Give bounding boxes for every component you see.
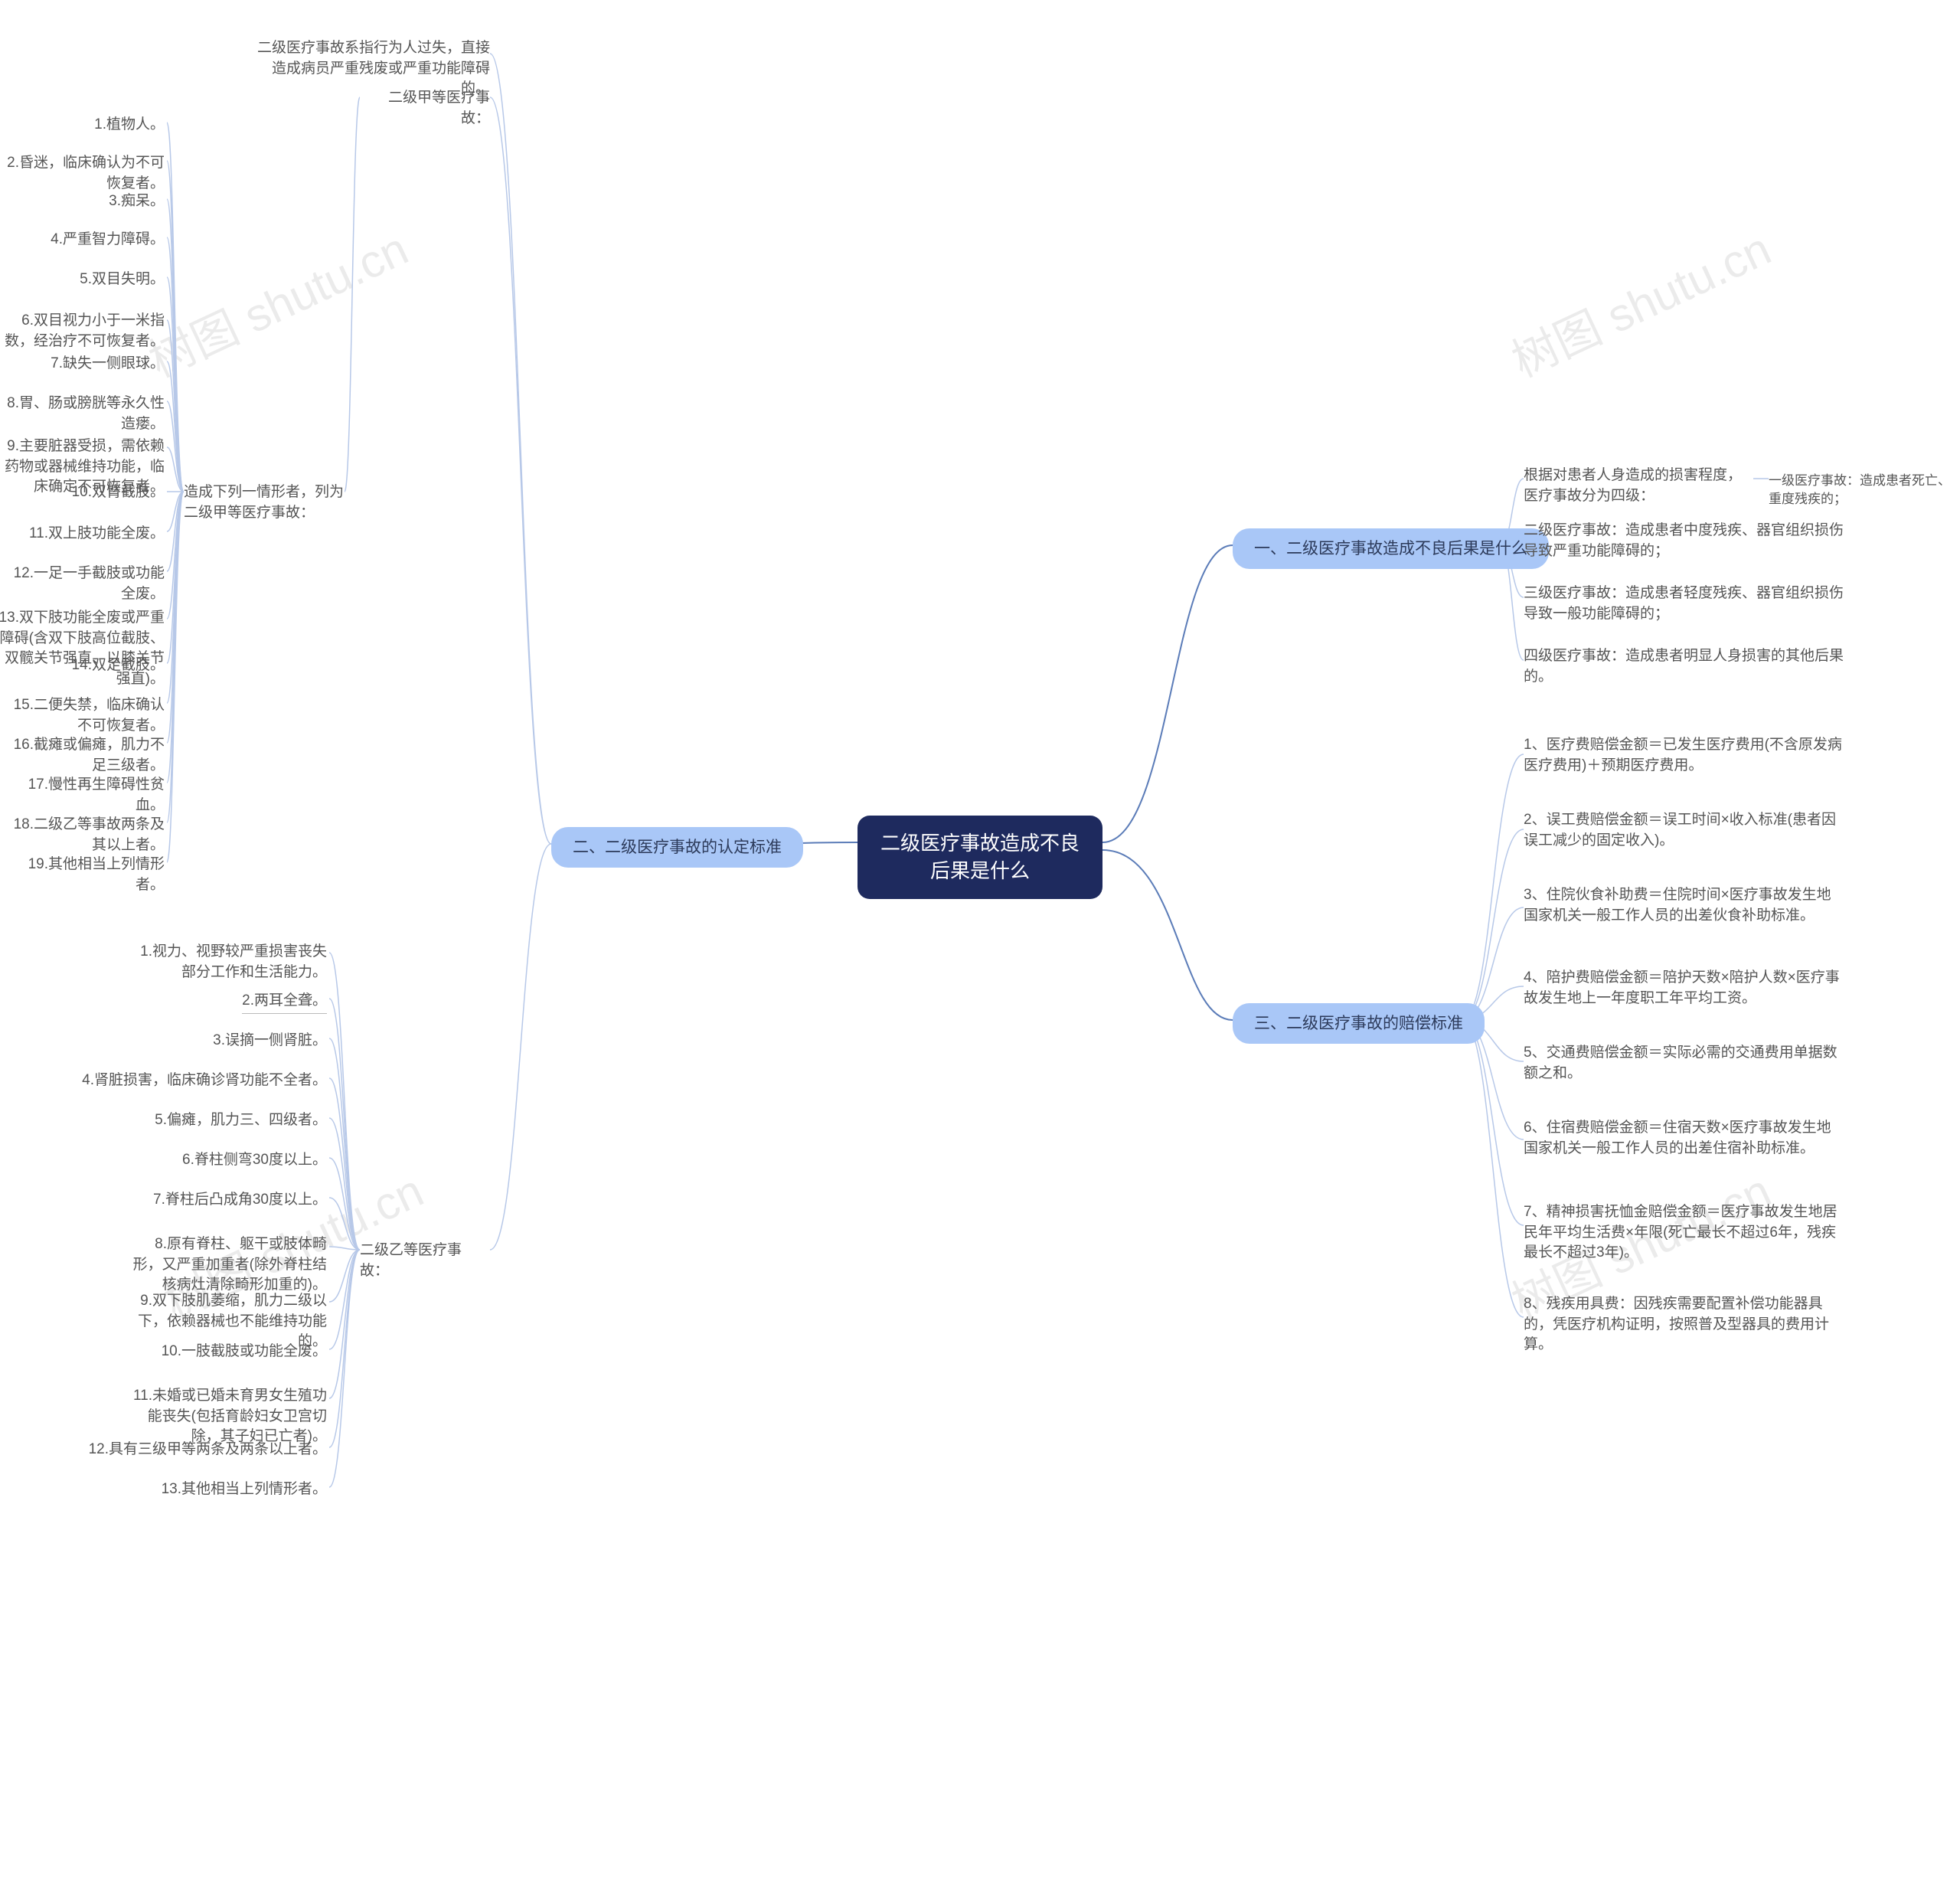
yi-leaf: 2.两耳全聋。 bbox=[242, 991, 327, 1014]
r3-leaf: 2、误工费赔偿金额＝误工时间×收入标准(患者因误工减少的固定收入)。 bbox=[1524, 810, 1845, 851]
r1-intro: 根据对患者人身造成的损害程度，医疗事故分为四级： bbox=[1524, 466, 1753, 506]
branch-r3[interactable]: 三、二级医疗事故的赔偿标准 bbox=[1233, 1003, 1485, 1044]
r3-leaf: 8、残疾用具费：因残疾需要配置补偿功能器具的，凭医疗机构证明，按照普及型器具的费… bbox=[1524, 1294, 1845, 1355]
r1-leaf: 三级医疗事故：造成患者轻度残疾、器官组织损伤导致一般功能障碍的； bbox=[1524, 584, 1845, 624]
yi-leaf: 10.一肢截肢或功能全废。 bbox=[162, 1342, 327, 1362]
r3-leaf: 1、医疗费赔偿金额＝已发生医疗费用(不含原发病医疗费用)＋预期医疗费用。 bbox=[1524, 735, 1845, 776]
mindmap-edges bbox=[0, 0, 1960, 1880]
jia-leaf: 14.双足截肢。 bbox=[72, 656, 165, 676]
jia-leaf: 11.双上肢功能全废。 bbox=[29, 524, 165, 544]
jia-leaf: 7.缺失一侧眼球。 bbox=[51, 354, 165, 374]
jia-leaf: 13.双下肢功能全废或严重障碍(含双下肢高位截肢、双髋关节强直、以膝关节强直)。 bbox=[0, 608, 165, 689]
jia-leaf: 5.双目失明。 bbox=[80, 270, 165, 290]
root-node[interactable]: 二级医疗事故造成不良后果是什么 bbox=[858, 816, 1102, 899]
jia-leaf: 15.二便失禁，临床确认不可恢复者。 bbox=[0, 695, 165, 736]
yi-leaf: 6.脊柱侧弯30度以上。 bbox=[182, 1150, 327, 1171]
yi-leaf: 13.其他相当上列情形者。 bbox=[162, 1479, 327, 1500]
jia-leaf: 4.严重智力障碍。 bbox=[51, 230, 165, 250]
yi-leaf: 11.未婚或已婚未育男女生殖功能丧失(包括育龄妇女卫宫切除，其子妇已亡者)。 bbox=[128, 1386, 327, 1447]
r1-leaf: 四级医疗事故：造成患者明显人身损害的其他后果的。 bbox=[1524, 646, 1845, 687]
r1-intro-child: 一级医疗事故：造成患者死亡、重度残疾的； bbox=[1769, 472, 1952, 508]
r3-leaf: 4、陪护费赔偿金额＝陪护天数×陪护人数×医疗事故发生地上一年度职工年平均工资。 bbox=[1524, 968, 1845, 1009]
yi-leaf: 3.误摘一侧肾脏。 bbox=[213, 1031, 327, 1051]
yi-leaf: 7.脊柱后凸成角30度以上。 bbox=[153, 1190, 327, 1211]
yi-leaf: 12.具有三级甲等两条及两条以上者。 bbox=[89, 1440, 327, 1460]
jia-leaf: 1.植物人。 bbox=[94, 115, 165, 136]
jia-leaf: 19.其他相当上列情形者。 bbox=[0, 855, 165, 895]
jia-leaf: 6.双目视力小于一米指数，经治疗不可恢复者。 bbox=[0, 311, 165, 351]
yi-leaf: 5.偏瘫，肌力三、四级者。 bbox=[155, 1110, 327, 1131]
jia-leaf: 16.截瘫或偏瘫，肌力不足三级者。 bbox=[0, 735, 165, 776]
jia-leaf: 12.一足一手截肢或功能全废。 bbox=[0, 564, 165, 604]
watermark: 树图 shutu.cn bbox=[1500, 212, 1780, 390]
jia-leaf: 10.双臂截肢。 bbox=[72, 482, 165, 503]
yi-leaf: 8.原有脊柱、躯干或肢体畸形，又严重加重者(除外脊柱结核病灶清除畸形加重的)。 bbox=[128, 1234, 327, 1296]
r3-leaf: 3、住院伙食补助费＝住院时间×医疗事故发生地国家机关一般工作人员的出差伙食补助标… bbox=[1524, 885, 1845, 926]
l2-jia-sub: 造成下列一情形者，列为二级甲等医疗事故： bbox=[184, 482, 345, 523]
l2-yi-label: 二级乙等医疗事故： bbox=[360, 1241, 490, 1281]
yi-leaf: 1.视力、视野较严重损害丧失部分工作和生活能力。 bbox=[128, 942, 327, 983]
r3-leaf: 7、精神损害抚恤金赔偿金额＝医疗事故发生地居民年平均生活费×年限(死亡最长不超过… bbox=[1524, 1202, 1845, 1264]
jia-leaf: 8.胃、肠或膀胱等永久性造瘘。 bbox=[0, 394, 165, 434]
branch-l2[interactable]: 二、二级医疗事故的认定标准 bbox=[551, 827, 803, 868]
r1-leaf: 二级医疗事故：造成患者中度残疾、器官组织损伤导致严重功能障碍的； bbox=[1524, 521, 1845, 561]
r3-leaf: 5、交通费赔偿金额＝实际必需的交通费用单据数额之和。 bbox=[1524, 1043, 1845, 1084]
jia-leaf: 18.二级乙等事故两条及其以上者。 bbox=[0, 815, 165, 855]
r3-leaf: 6、住宿费赔偿金额＝住宿天数×医疗事故发生地国家机关一般工作人员的出差住宿补助标… bbox=[1524, 1118, 1845, 1159]
jia-leaf: 3.痴呆。 bbox=[109, 191, 165, 212]
l2-jia-label: 二级甲等医疗事故： bbox=[360, 88, 490, 129]
branch-r1[interactable]: 一、二级医疗事故造成不良后果是什么 bbox=[1233, 528, 1549, 569]
yi-leaf: 4.肾脏损害，临床确诊肾功能不全者。 bbox=[82, 1071, 327, 1091]
jia-leaf: 2.昏迷，临床确认为不可恢复者。 bbox=[0, 153, 165, 194]
watermark: 树图 shutu.cn bbox=[137, 212, 417, 390]
jia-leaf: 17.慢性再生障碍性贫血。 bbox=[0, 775, 165, 816]
